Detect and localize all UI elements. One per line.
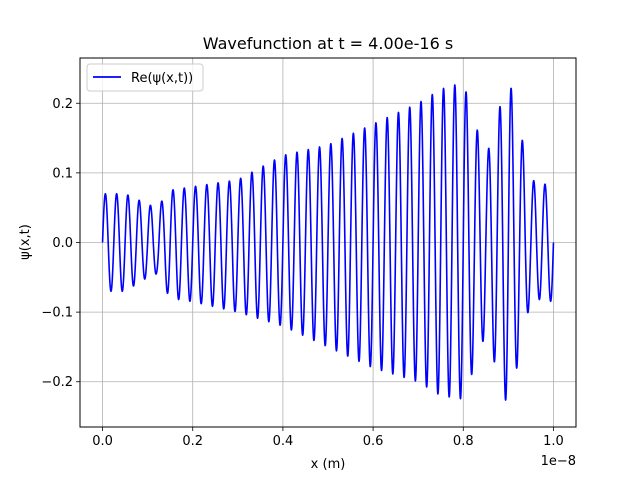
- x-tick-label: 0.0: [92, 434, 113, 449]
- x-axis: 0.0 0.2 0.4 0.6 0.8 1.0: [92, 427, 564, 449]
- series-line: [101, 84, 555, 401]
- y-tick-label: −0.2: [41, 375, 73, 390]
- x-axis-label: x (m): [311, 457, 346, 472]
- x-tick-label: 0.2: [182, 434, 203, 449]
- x-tick-label: 0.8: [453, 434, 474, 449]
- legend-box: [86, 63, 204, 92]
- y-tick-label: 0.0: [52, 236, 73, 251]
- y-tick-label: 0.1: [52, 166, 73, 181]
- legend: Re(ψ(x,t)): [86, 63, 204, 92]
- y-axis: −0.2 −0.1 0.0 0.1 0.2: [41, 97, 80, 390]
- legend-label: Re(ψ(x,t)): [131, 71, 193, 86]
- x-tick-label: 0.6: [363, 434, 384, 449]
- chart-title: Wavefunction at t = 4.00e-16 s: [203, 34, 453, 53]
- y-tick-label: 0.2: [52, 97, 73, 112]
- y-tick-label: −0.1: [41, 306, 73, 321]
- series-group: [101, 84, 555, 401]
- x-axis-offset-label: 1e−8: [541, 454, 576, 469]
- x-tick-label: 0.4: [273, 434, 294, 449]
- y-axis-label: ψ(x,t): [18, 224, 33, 260]
- x-tick-label: 1.0: [543, 434, 564, 449]
